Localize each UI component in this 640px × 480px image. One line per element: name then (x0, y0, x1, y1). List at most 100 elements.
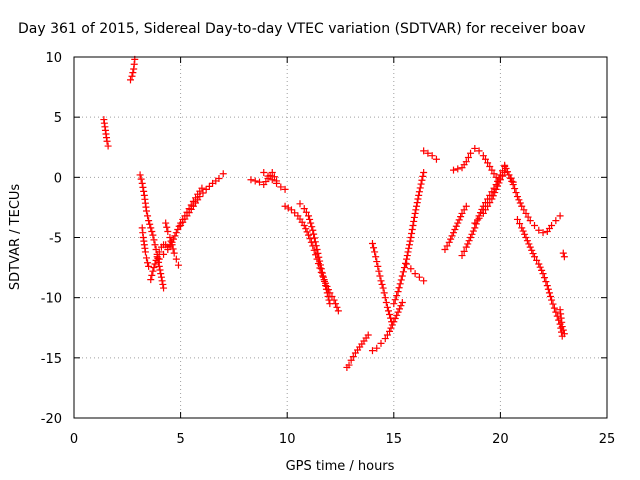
data-point-interp (508, 177, 516, 185)
data-point (375, 267, 383, 275)
data-point (543, 282, 551, 290)
data-point (383, 303, 391, 311)
data-point-interp (521, 230, 529, 238)
data-point (149, 231, 157, 239)
data-point-interp (403, 252, 411, 260)
x-tick-label: 25 (599, 432, 616, 447)
data-point (273, 179, 281, 187)
data-point (166, 234, 174, 241)
data-point-interp (174, 225, 182, 233)
data-point (560, 330, 568, 338)
data-point-interp (443, 242, 451, 250)
data-point (407, 265, 415, 273)
data-point-interp (547, 292, 555, 300)
data-point-interp (455, 216, 463, 224)
data-point-interp (499, 172, 507, 180)
data-point (164, 246, 172, 254)
y-tick-label: 5 (54, 111, 62, 126)
data-point-interp (494, 182, 502, 190)
data-point (144, 259, 152, 267)
data-point (364, 331, 372, 339)
data-point-interp (412, 206, 420, 214)
data-point (462, 243, 470, 251)
data-point-interp (393, 311, 401, 319)
data-point-interp (129, 69, 137, 77)
data-point-interp (413, 202, 421, 210)
data-point-interp (175, 222, 183, 230)
data-point (441, 246, 449, 254)
data-point-interp (148, 227, 156, 235)
data-point (479, 209, 487, 217)
data-point (149, 267, 157, 275)
data-point (513, 193, 521, 201)
data-point-interp (408, 225, 416, 233)
data-point-interp (323, 289, 331, 297)
data-point (160, 250, 168, 258)
data-point (251, 177, 259, 185)
data-point-interp (333, 303, 341, 311)
data-point (379, 284, 387, 292)
data-point (322, 282, 330, 290)
data-point-interp (469, 227, 477, 235)
data-point-interp (308, 223, 316, 231)
data-point (411, 270, 419, 278)
data-point-interp (404, 248, 412, 256)
data-point (475, 147, 483, 155)
data-point (420, 277, 428, 285)
data-point-interp (169, 245, 177, 253)
data-point (368, 240, 376, 248)
data-point-interp (529, 250, 537, 258)
data-point (531, 253, 539, 261)
data-point (268, 169, 276, 177)
data-point-interp (511, 185, 519, 193)
data-point (424, 149, 432, 157)
data-point (157, 273, 165, 281)
data-point (471, 144, 479, 152)
data-point-interp (464, 153, 472, 161)
data-point-interp (520, 206, 528, 214)
data-point (305, 231, 313, 239)
x-tick-label: 10 (279, 432, 296, 447)
data-point (151, 260, 159, 268)
data-point (300, 205, 308, 213)
data-point (535, 226, 543, 234)
data-point (552, 217, 560, 225)
data-point-interp (415, 191, 423, 199)
data-point-interp (536, 263, 544, 271)
data-point-interp (157, 270, 165, 278)
data-point-interp (318, 269, 326, 277)
data-point-interp (549, 300, 557, 308)
data-point-interp (199, 189, 207, 197)
data-point-interp (408, 229, 416, 237)
data-point-interp (544, 285, 552, 293)
data-point-interp (393, 292, 401, 300)
chart-title: Day 361 of 2015, Sidereal Day-to-day VTE… (18, 21, 586, 37)
data-point-interp (146, 220, 154, 228)
data-point (168, 238, 176, 246)
data-point (518, 224, 526, 232)
data-point-interp (306, 215, 314, 223)
data-point (317, 265, 325, 273)
y-tick-label: -20 (41, 412, 62, 427)
data-point-interp (409, 221, 417, 229)
data-point (377, 277, 385, 285)
data-point-interp (382, 298, 390, 306)
data-point-interp (152, 256, 160, 264)
data-point (394, 288, 402, 296)
data-point-interp (388, 321, 396, 329)
data-point (277, 183, 285, 191)
data-point-interp (406, 237, 414, 245)
data-point-interp (410, 217, 418, 225)
data-point (484, 159, 492, 167)
data-point (462, 158, 470, 166)
data-point (505, 171, 513, 179)
data-point (398, 298, 406, 306)
data-point-interp (159, 280, 167, 288)
data-point (501, 161, 509, 169)
data-point (215, 175, 223, 183)
data-point (539, 270, 547, 278)
data-point (496, 176, 504, 184)
data-point (136, 171, 144, 179)
data-point-interp (457, 213, 465, 221)
data-point (141, 248, 149, 256)
